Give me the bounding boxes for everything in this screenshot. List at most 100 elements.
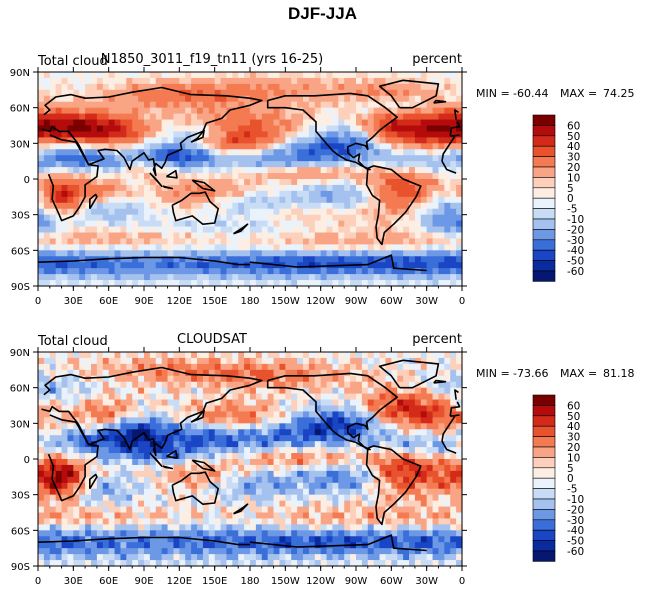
heatmap-cell <box>379 89 387 97</box>
heatmap-cell <box>55 95 63 103</box>
heatmap-cell <box>350 220 357 228</box>
heatmap-cell <box>285 435 292 442</box>
heatmap-cell <box>108 238 116 245</box>
heatmap-cell <box>297 220 304 228</box>
heatmap-cell <box>303 375 310 383</box>
heatmap-cell <box>397 393 404 401</box>
heatmap-cell <box>320 143 328 150</box>
heatmap-cell <box>314 375 322 383</box>
heatmap-cell <box>120 238 127 245</box>
heatmap-cell <box>403 482 410 490</box>
heatmap-cell <box>326 435 334 442</box>
heatmap-cell <box>220 137 228 144</box>
heatmap-cell <box>43 417 51 424</box>
heatmap-cell <box>132 369 139 377</box>
heatmap-cell <box>444 459 451 466</box>
heatmap-cell <box>456 77 463 85</box>
heatmap-cell <box>102 494 110 502</box>
heatmap-cell <box>132 464 139 472</box>
heatmap-cell <box>379 250 387 257</box>
heatmap-cell <box>132 381 139 389</box>
heatmap-cell <box>138 262 145 269</box>
heatmap-cell <box>320 89 328 97</box>
heatmap-cell <box>308 375 316 383</box>
heatmap-cell <box>344 131 351 138</box>
heatmap-cell <box>397 441 404 448</box>
heatmap-cell <box>373 393 381 401</box>
heatmap-cell <box>61 202 69 210</box>
heatmap-cell <box>456 256 463 263</box>
heatmap-cell <box>244 179 251 186</box>
heatmap-cell <box>38 470 45 478</box>
heatmap-cell <box>273 393 281 401</box>
heatmap-cell <box>308 113 316 121</box>
heatmap-cell <box>261 208 269 216</box>
heatmap-cell <box>250 167 257 174</box>
heatmap-cell <box>255 375 263 383</box>
heatmap-cell <box>173 423 180 430</box>
heatmap-cell <box>279 149 286 156</box>
heatmap-cell <box>273 375 281 383</box>
heatmap-cell <box>67 500 74 508</box>
heatmap-cell <box>79 214 86 222</box>
heatmap-cell <box>91 435 98 442</box>
heatmap-cell <box>361 131 369 138</box>
heatmap-cell <box>267 184 275 192</box>
heatmap-cell <box>61 411 69 418</box>
heatmap-cell <box>132 459 139 466</box>
heatmap-cell <box>414 268 422 275</box>
heatmap-cell <box>38 149 45 156</box>
heatmap-cell <box>373 435 381 442</box>
heatmap-cell <box>173 375 180 383</box>
heatmap-cell <box>291 143 298 150</box>
heatmap-cell <box>279 441 286 448</box>
colorbar-label: -20 <box>567 224 584 236</box>
heatmap-cell <box>273 179 281 186</box>
heatmap-cell <box>426 494 434 502</box>
heatmap-cell <box>244 482 251 490</box>
heatmap-cell <box>161 476 169 484</box>
heatmap-cell <box>38 530 45 537</box>
heatmap-cell <box>326 167 334 174</box>
heatmap-cell <box>238 488 245 496</box>
heatmap-cell <box>167 459 175 466</box>
heatmap-cell <box>197 506 204 514</box>
heatmap-cell <box>255 202 263 210</box>
heatmap-cell <box>438 184 445 192</box>
heatmap-cell <box>55 512 63 520</box>
heatmap-cell <box>367 357 375 365</box>
heatmap-cell <box>138 131 145 138</box>
heatmap-cell <box>438 77 445 85</box>
heatmap-cell <box>167 143 175 150</box>
heatmap-cell <box>55 441 63 448</box>
heatmap-cell <box>49 441 57 448</box>
heatmap-cell <box>43 357 51 365</box>
heatmap-cell <box>391 375 398 383</box>
heatmap-cell <box>238 72 245 79</box>
heatmap-cell <box>226 149 233 156</box>
heatmap-cell <box>314 393 322 401</box>
heatmap-cell <box>167 488 175 496</box>
heatmap-cell <box>432 262 440 269</box>
heatmap-cell <box>67 101 74 109</box>
heatmap-cell <box>403 470 410 478</box>
heatmap-cell <box>167 381 175 389</box>
heatmap-cell <box>273 447 281 454</box>
heatmap-cell <box>208 113 216 121</box>
heatmap-cell <box>96 77 104 85</box>
heatmap-cell <box>214 274 222 281</box>
heatmap-cell <box>91 387 98 395</box>
heatmap-cell <box>220 179 228 186</box>
heatmap-cell <box>373 411 381 418</box>
heatmap-cell <box>114 262 122 269</box>
heatmap-cell <box>126 244 133 251</box>
heatmap-cell <box>185 470 192 478</box>
heatmap-cell <box>356 220 363 228</box>
heatmap-cell <box>38 268 45 275</box>
heatmap-cell <box>438 95 445 103</box>
heatmap-cell <box>409 524 416 531</box>
heatmap-cell <box>450 506 457 514</box>
heatmap-cell <box>232 167 239 174</box>
heatmap-cell <box>356 369 363 377</box>
heatmap-cell <box>385 274 392 281</box>
